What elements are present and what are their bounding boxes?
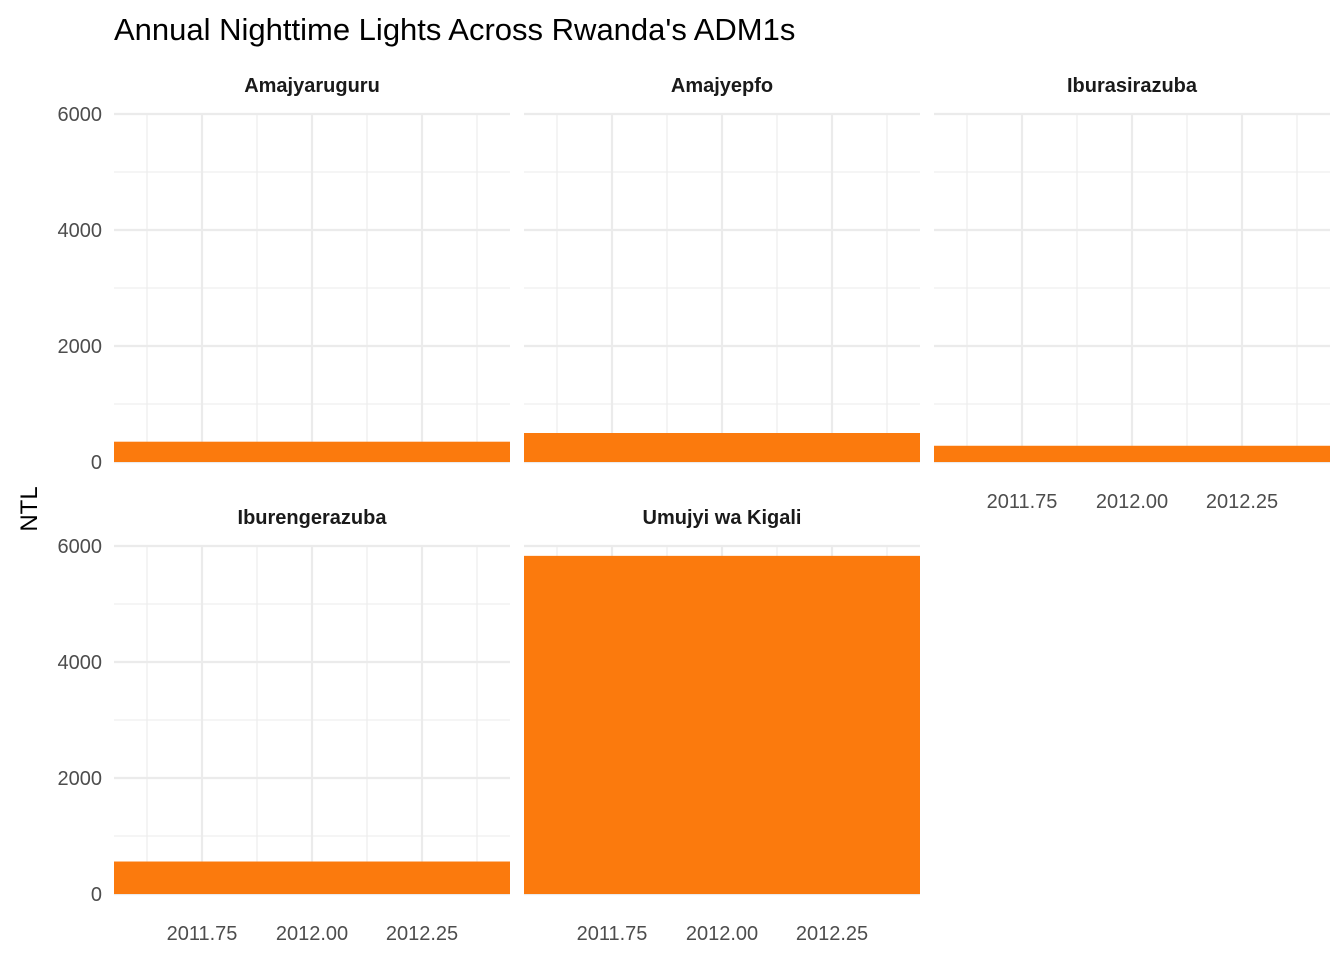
bar [524,555,920,894]
x-tick-label: 2012.00 [1096,491,1168,513]
facet-strip-label: Amajyaruguru [244,75,380,97]
y-tick-label: 6000 [58,536,103,558]
x-tick-label: 2011.75 [167,923,238,945]
x-tick-label: 2011.75 [577,923,648,945]
facet-strip-label: Iburasirazuba [1067,75,1198,97]
bar [934,445,1330,462]
y-tick-label: 0 [91,884,102,906]
x-tick-label: 2012.25 [796,923,868,945]
x-tick-label: 2012.00 [276,923,348,945]
x-tick-label: 2012.25 [386,923,458,945]
facet-panel: Amajyepfo [524,75,920,464]
x-tick-label: 2011.75 [987,491,1058,513]
bar [524,433,920,462]
facet-panel: Iburengerazuba 0 2000 4000 6000 2011.75 2012.0… [58,507,510,945]
y-axis-label: NTL [16,486,43,531]
y-tick-label: 4000 [58,652,103,674]
y-tick-label: 6000 [58,104,103,126]
y-tick-label: 2000 [58,768,103,790]
facet-panel: Umujyi wa Kigali 2011.75 2012.00 2012.25 [524,507,920,945]
facet-panel: Amajyaruguru 0 2000 4000 6000 [58,75,510,474]
chart-title: Annual Nighttime Lights Across Rwanda's … [114,12,795,47]
y-tick-label: 4000 [58,220,103,242]
bar [114,861,510,894]
facet-panels: Amajyaruguru 0 2000 4000 6000 Amajyepfo Iburas… [58,75,1330,945]
y-tick-label: 0 [91,452,102,474]
bar [114,441,510,462]
facet-strip-label: Umujyi wa Kigali [643,507,802,529]
facet-strip-label: Amajyepfo [671,75,773,97]
x-tick-label: 2012.25 [1206,491,1278,513]
y-tick-label: 2000 [58,336,103,358]
facet-strip-label: Iburengerazuba [238,507,388,529]
x-tick-label: 2012.00 [686,923,758,945]
facet-panel: Iburasirazuba 2011.75 2012.00 2012.25 [934,75,1330,513]
